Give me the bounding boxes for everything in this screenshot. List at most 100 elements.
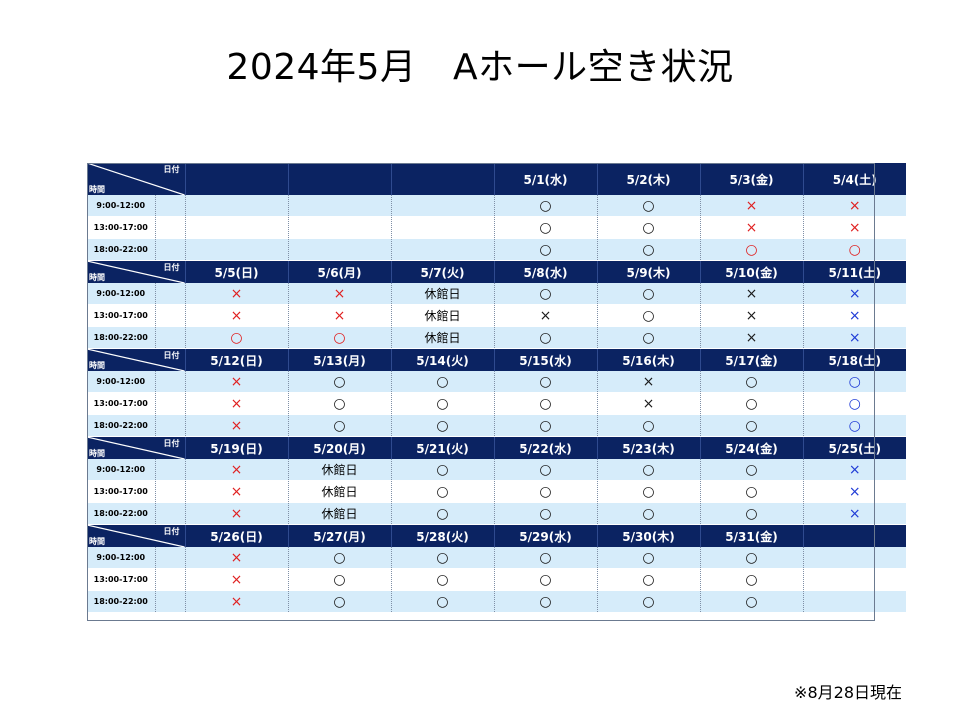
available-mark: ○	[745, 461, 758, 478]
available-mark: ○	[436, 505, 449, 522]
availability-cell: ×	[699, 216, 803, 239]
unavailable-mark: ×	[642, 373, 655, 390]
availability-cell: ○	[596, 326, 700, 349]
time-axis-label: 時間	[89, 361, 105, 370]
as-of-note: ※8月28日現在	[794, 683, 902, 702]
availability-cell: ○	[699, 371, 803, 393]
availability-cell: ○	[699, 392, 803, 415]
day-header	[184, 163, 288, 195]
time-slot-row: 18:00-22:00 × 休館日 ○ ○ ○ ○ ×	[87, 502, 906, 525]
time-slot-label: 18:00-22:00	[87, 238, 155, 261]
week-header-row: 日付 時間 5/12(日) 5/13(月) 5/14(火) 5/15(水) 5/16(木) 5…	[87, 348, 906, 371]
available-mark: ○	[436, 483, 449, 500]
date-axis-label: 日付	[163, 263, 180, 272]
available-mark: ○	[745, 483, 758, 500]
time-slot-row: 18:00-22:00 ○ ○ 休館日 ○ ○ × ×	[87, 326, 906, 349]
available-mark: ○	[848, 373, 861, 390]
availability-cell: ○	[596, 459, 700, 481]
availability-cell: ×	[184, 547, 288, 569]
day-header: 5/11(土)	[802, 260, 906, 283]
availability-cell	[184, 216, 288, 239]
closed-day-label: 休館日	[424, 309, 461, 323]
page-title: 2024年5月 Aホール空き状況	[226, 47, 734, 88]
availability-cell: 休館日	[287, 502, 391, 525]
available-mark: ○	[333, 373, 346, 390]
day-header: 5/18(土)	[802, 348, 906, 371]
available-mark: ○	[642, 285, 655, 302]
unavailable-mark: ×	[230, 461, 243, 478]
availability-cell: ○	[493, 480, 597, 503]
availability-cell: ○	[390, 502, 494, 525]
week-header-row: 日付 時間 5/5(日) 5/6(月) 5/7(火) 5/8(水) 5/9(木) 5/10(金…	[87, 260, 906, 283]
availability-cell: ○	[596, 216, 700, 239]
time-slot-row: 13:00-17:00 × ○ ○ ○ × ○ ○	[87, 392, 906, 415]
availability-cell: ×	[802, 459, 906, 481]
available-mark: ○	[642, 307, 655, 324]
availability-cell: 休館日	[390, 326, 494, 349]
time-slot-row: 9:00-12:00 × 休館日 ○ ○ ○ ○ ×	[87, 459, 906, 481]
availability-cell: ○	[287, 568, 391, 591]
availability-cell: ○	[493, 216, 597, 239]
available-mark: ○	[436, 571, 449, 588]
availability-cell: ○	[493, 459, 597, 481]
availability-cell: ×	[699, 195, 803, 217]
availability-cell: ○	[596, 480, 700, 503]
availability-cell: ○	[493, 371, 597, 393]
availability-cell: ○	[699, 414, 803, 437]
spacer-cell	[154, 283, 185, 305]
unavailable-mark: ×	[745, 219, 758, 236]
diagonal-divider-icon	[87, 349, 185, 371]
day-header: 5/20(月)	[287, 436, 391, 459]
time-slot-label: 9:00-12:00	[87, 195, 155, 217]
unavailable-mark: ×	[848, 285, 861, 302]
time-slot-label: 9:00-12:00	[87, 283, 155, 305]
closed-day-label: 休館日	[321, 485, 358, 499]
available-mark: ○	[642, 505, 655, 522]
time-slot-label: 18:00-22:00	[87, 414, 155, 437]
spacer-cell	[154, 502, 185, 525]
week-header-row: 日付 時間 5/26(日) 5/27(月) 5/28(火) 5/29(水) 5/30(木) 5…	[87, 524, 906, 547]
available-mark: ○	[848, 395, 861, 412]
available-mark: ○	[745, 373, 758, 390]
day-header	[390, 163, 494, 195]
availability-cell: ○	[493, 590, 597, 613]
week-header-row: 日付 時間 5/19(日) 5/20(月) 5/21(火) 5/22(水) 5/23(木) 5…	[87, 436, 906, 459]
day-header	[802, 524, 906, 547]
day-header: 5/4(土)	[802, 163, 906, 195]
time-slot-row: 13:00-17:00 ○ ○ × ×	[87, 216, 906, 239]
availability-cell	[184, 195, 288, 217]
availability-cell: ○	[287, 590, 391, 613]
closed-day-label: 休館日	[424, 331, 461, 345]
available-mark: ○	[539, 329, 552, 346]
availability-cell: ○	[596, 414, 700, 437]
availability-cell: ○	[390, 392, 494, 415]
availability-cell: ○	[390, 590, 494, 613]
availability-cell: ×	[184, 392, 288, 415]
available-mark: ○	[436, 549, 449, 566]
corner-header: 日付 時間	[87, 163, 185, 195]
unavailable-mark: ×	[230, 593, 243, 610]
spacer-cell	[154, 216, 185, 239]
availability-cell: ○	[390, 568, 494, 591]
available-mark: ○	[848, 417, 861, 434]
closed-day-label: 休館日	[321, 463, 358, 477]
availability-cell: ○	[287, 414, 391, 437]
availability-cell	[184, 238, 288, 261]
unavailable-mark: ×	[230, 483, 243, 500]
spacer-cell	[154, 371, 185, 393]
available-mark: ○	[539, 373, 552, 390]
available-mark: ○	[745, 593, 758, 610]
time-slot-label: 13:00-17:00	[87, 304, 155, 327]
day-header: 5/16(木)	[596, 348, 700, 371]
availability-cell: ×	[699, 326, 803, 349]
time-slot-label: 18:00-22:00	[87, 326, 155, 349]
spacer-cell	[154, 304, 185, 327]
availability-cell: ○	[596, 195, 700, 217]
availability-cell	[802, 568, 906, 591]
availability-cell: ○	[493, 392, 597, 415]
availability-cell: 休館日	[287, 480, 391, 503]
day-header: 5/31(金)	[699, 524, 803, 547]
day-header: 5/30(木)	[596, 524, 700, 547]
day-header: 5/8(水)	[493, 260, 597, 283]
available-mark: ○	[230, 329, 243, 346]
